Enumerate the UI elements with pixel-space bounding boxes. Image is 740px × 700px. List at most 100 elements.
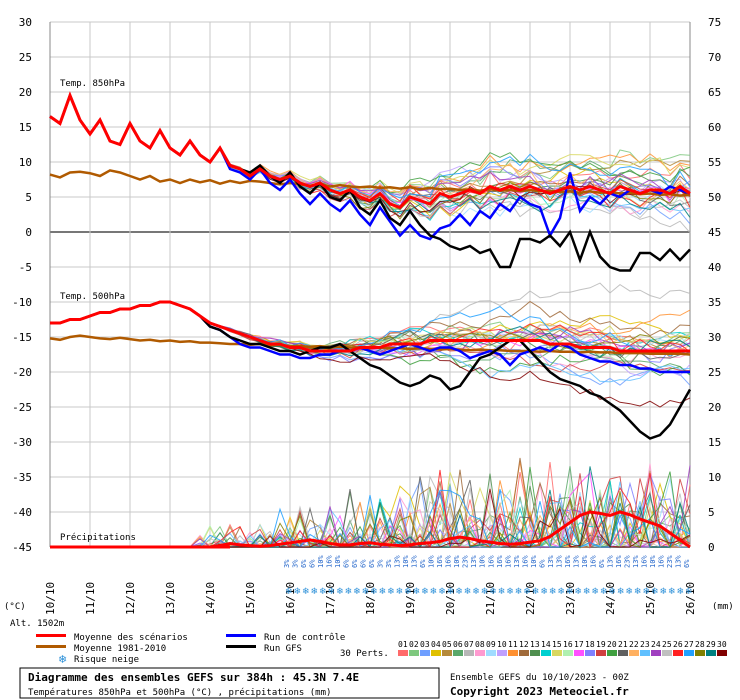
date-tick-label: 24/10 [604,582,617,615]
snow-risk-label: 3% [385,559,393,568]
snowflake-icon: ❄ [430,587,438,597]
snowflake-icon: ❄ [634,587,642,597]
pert-number: 03 [420,640,430,649]
snowflake-icon: ❄ [540,587,548,597]
pert-number: 11 [508,640,518,649]
left-tick-label: 0 [25,226,32,239]
snow-risk-label: 16% [436,555,444,568]
left-tick-label: -15 [12,331,32,344]
pert-swatch [420,650,430,656]
snow-risk-label: 13% [513,555,521,568]
date-tick-label: 17/10 [324,582,337,615]
snowflake-icon: ❄ [58,653,67,666]
pert-swatch [629,650,639,656]
series-t850-1 [49,169,691,197]
right-tick-label: 70 [708,51,721,64]
snowflake-icon: ❄ [489,587,497,597]
snow-risk-label: 6% [368,559,376,568]
legend-label-mean: Moyenne des scénarios [74,632,188,643]
snow-risk-label: 3% [377,559,385,568]
snowflake-icon: ❄ [472,587,480,597]
snowflake-icon: ❄ [353,587,361,597]
snow-risk-label: 10% [581,555,589,568]
date-tick-label: 15/10 [244,582,257,615]
snow-risk-label: 13% [555,555,563,568]
pert-swatch [508,650,518,656]
left-tick-label: -5 [19,261,32,274]
pert-swatch [717,650,727,656]
snowflake-icon: ❄ [574,587,582,597]
snow-risk-label: 10% [649,555,657,568]
pert-number: 23 [640,640,650,649]
snowflake-icon: ❄ [549,587,557,597]
snow-risk-label: 6% [300,559,308,568]
snow-risk-label: 6% [343,559,351,568]
pert-number: 27 [684,640,694,649]
snow-risk-label: 10% [453,555,461,568]
snowflake-icon: ❄ [498,587,506,597]
right-tick-label: 15 [708,436,721,449]
date-tick-label: 26/10 [684,582,697,615]
legend-label-snow: Risque neige [74,655,139,665]
snow-risk-label: 6% [683,559,691,568]
left-tick-label: 20 [19,86,32,99]
snowflake-icon: ❄ [379,587,387,597]
legend-label-control: Run de contrôle [264,632,345,643]
snowflake-icon: ❄ [557,587,565,597]
pert-swatch [651,650,661,656]
pert-swatch [519,650,529,656]
date-tick-label: 12/10 [124,582,137,615]
title-box [19,667,440,699]
date-tick-label: 14/10 [204,582,217,615]
snowflake-icon: ❄ [617,587,625,597]
pert-number: 17 [574,640,584,649]
left-tick-label: 30 [19,16,32,29]
date-tick-label: 23/10 [564,582,577,615]
right-axis-unit: (mm) [712,602,734,612]
snowflake-icon: ❄ [328,587,336,597]
right-tick-label: 10 [708,471,721,484]
pert-swatch [596,650,606,656]
pert-number: 14 [541,640,551,649]
date-tick-label: 19/10 [404,582,417,615]
snow-risk-label: 6% [419,559,427,568]
snow-risk-label: 13% [470,555,478,568]
pert-swatch [574,650,584,656]
pert-number: 16 [563,640,573,649]
pert-number: 26 [673,640,683,649]
snow-risk-label: 16% [496,555,504,568]
right-tick-label: 35 [708,296,721,309]
snowflake-icon: ❄ [447,587,455,597]
snowflake-icon: ❄ [311,587,319,597]
snow-risk-label: 10% [402,555,410,568]
snow-risk-label: 6% [351,559,359,568]
pert-number: 13 [530,640,540,649]
pert-number: 20 [607,640,617,649]
snow-risk-label: 13% [411,555,419,568]
snowflake-icon: ❄ [438,587,446,597]
pert-swatch [706,650,716,656]
pert-number: 29 [706,640,716,649]
right-tick-label: 75 [708,16,721,29]
snow-risk-label: 6% [538,559,546,568]
snowflake-icon: ❄ [668,587,676,597]
pert-number: 06 [453,640,463,649]
pert-swatch [497,650,507,656]
snow-risk-label: 16% [657,555,665,568]
left-tick-label: -45 [12,541,32,554]
pert-number: 19 [596,640,606,649]
pert-swatch [486,650,496,656]
chart-subtitle: Températures 850hPa et 500hPa (°C) , pré… [28,687,331,698]
snow-risk-label: 23% [666,555,674,568]
pert-swatch [563,650,573,656]
pert-number: 04 [431,640,441,649]
main-series [49,91,692,549]
date-tick-label: 10/10 [44,582,57,615]
legend: Moyenne des scénarios Run de contrôle Mo… [36,632,345,666]
right-tick-label: 60 [708,121,721,134]
legend-swatch-gfs [226,645,256,648]
pert-number: 02 [409,640,419,649]
snowflake-icon: ❄ [685,587,693,597]
snow-risk-label: 10% [479,555,487,568]
